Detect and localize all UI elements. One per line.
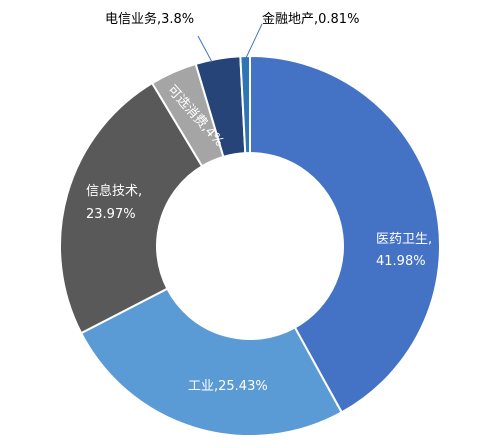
slice-1 xyxy=(79,287,344,437)
leader-line-telecom xyxy=(197,35,213,63)
slice-5 xyxy=(239,54,251,155)
leader-line-finance xyxy=(245,23,263,59)
slice-2 xyxy=(59,81,204,335)
label-medical-value: 41.98% xyxy=(376,254,426,269)
label-medical-name: 医药卫生, xyxy=(376,232,432,247)
label-industry: 工业,25.43% xyxy=(188,379,268,394)
label-it-name: 信息技术, xyxy=(86,183,142,199)
donut-slices xyxy=(59,54,441,437)
label-finance: 金融地产,0.81% xyxy=(262,11,359,27)
label-it-value: 23.97% xyxy=(86,207,136,222)
slice-0 xyxy=(249,54,441,414)
label-telecom: 电信业务,3.8% xyxy=(105,11,194,27)
